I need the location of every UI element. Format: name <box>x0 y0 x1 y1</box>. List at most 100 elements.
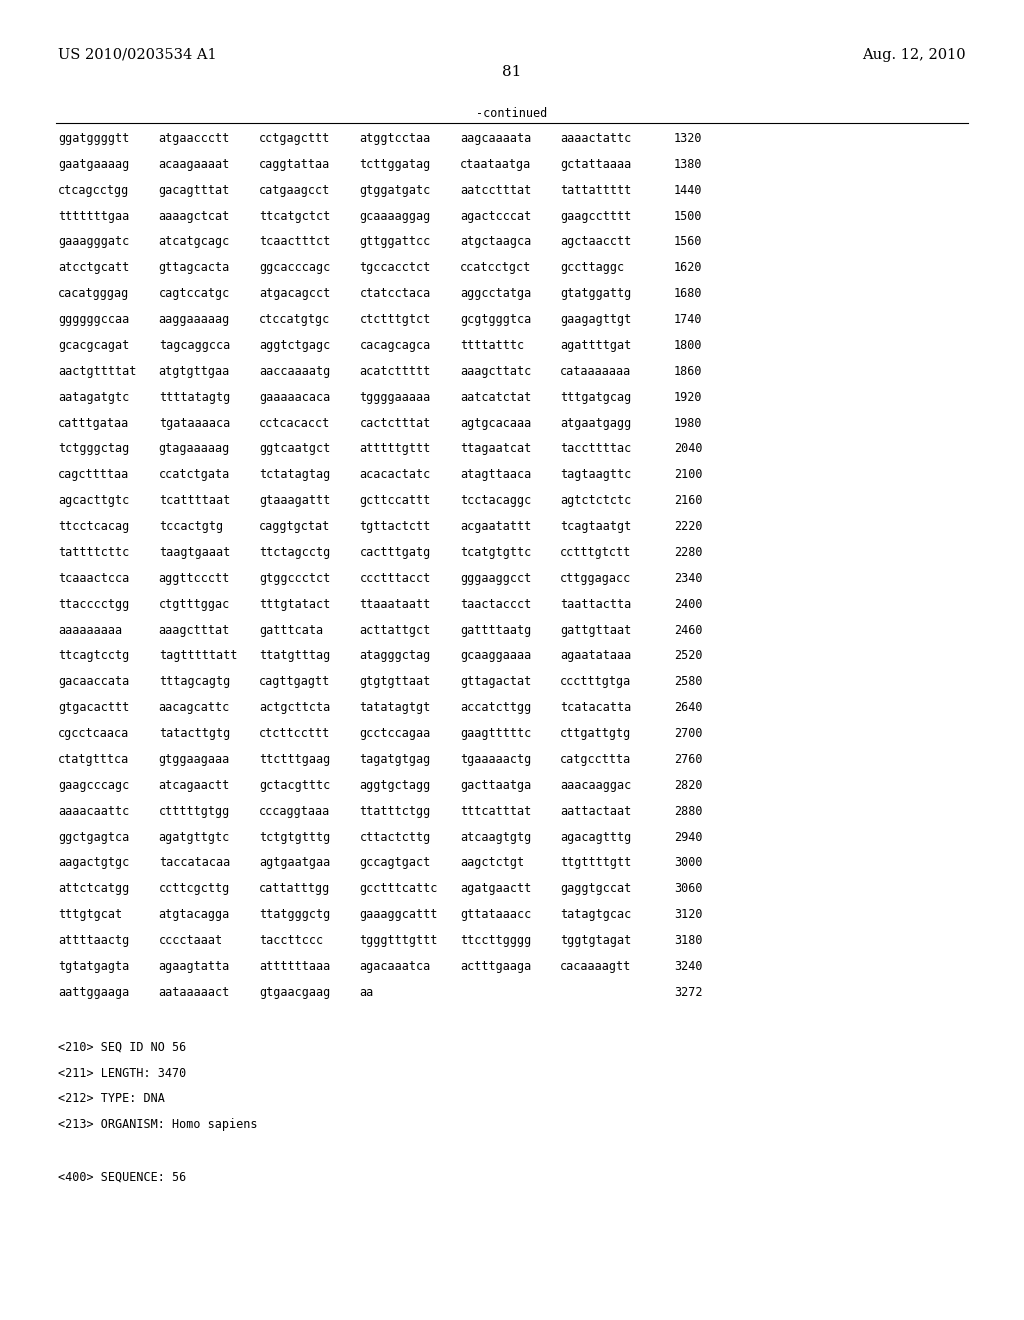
Text: 3120: 3120 <box>674 908 702 921</box>
Text: 2820: 2820 <box>674 779 702 792</box>
Text: gcaaggaaaa: gcaaggaaaa <box>460 649 531 663</box>
Text: 2940: 2940 <box>674 830 702 843</box>
Text: ttctagcctg: ttctagcctg <box>259 546 331 558</box>
Text: tcattttaat: tcattttaat <box>159 494 230 507</box>
Text: atgacagcct: atgacagcct <box>259 288 331 300</box>
Text: ttcatgctct: ttcatgctct <box>259 210 331 223</box>
Text: gtggatgatc: gtggatgatc <box>359 183 431 197</box>
Text: agtctctctc: agtctctctc <box>560 494 632 507</box>
Text: 1440: 1440 <box>674 183 702 197</box>
Text: cactctttat: cactctttat <box>359 417 431 429</box>
Text: cttactcttg: cttactcttg <box>359 830 431 843</box>
Text: tttgatgcag: tttgatgcag <box>560 391 632 404</box>
Text: gaggtgccat: gaggtgccat <box>560 882 632 895</box>
Text: gtgtgttaat: gtgtgttaat <box>359 676 431 688</box>
Text: ctatcctaca: ctatcctaca <box>359 288 431 300</box>
Text: gttagcacta: gttagcacta <box>159 261 230 275</box>
Text: ttgttttgtt: ttgttttgtt <box>560 857 632 870</box>
Text: cagcttttaa: cagcttttaa <box>58 469 130 482</box>
Text: tttgtatact: tttgtatact <box>259 598 331 611</box>
Text: ctcagcctgg: ctcagcctgg <box>58 183 130 197</box>
Text: ttttatttc: ttttatttc <box>460 339 524 352</box>
Text: gttagactat: gttagactat <box>460 676 531 688</box>
Text: ccatctgata: ccatctgata <box>159 469 230 482</box>
Text: aatcctttat: aatcctttat <box>460 183 531 197</box>
Text: tatacttgtg: tatacttgtg <box>159 727 230 741</box>
Text: aagcaaaata: aagcaaaata <box>460 132 531 145</box>
Text: actttgaaga: actttgaaga <box>460 960 531 973</box>
Text: agacagtttg: agacagtttg <box>560 830 632 843</box>
Text: gaaagggatc: gaaagggatc <box>58 235 130 248</box>
Text: <213> ORGANISM: Homo sapiens: <213> ORGANISM: Homo sapiens <box>58 1118 258 1131</box>
Text: tgggtttgttt: tgggtttgttt <box>359 935 438 946</box>
Text: cacagcagca: cacagcagca <box>359 339 431 352</box>
Text: 1680: 1680 <box>674 288 702 300</box>
Text: cacatgggag: cacatgggag <box>58 288 130 300</box>
Text: aaccaaaatg: aaccaaaatg <box>259 364 331 378</box>
Text: ggggggccaa: ggggggccaa <box>58 313 130 326</box>
Text: gtaaagattt: gtaaagattt <box>259 494 331 507</box>
Text: aggttccctt: aggttccctt <box>159 572 230 585</box>
Text: 3272: 3272 <box>674 986 702 999</box>
Text: agcacttgtc: agcacttgtc <box>58 494 130 507</box>
Text: 2340: 2340 <box>674 572 702 585</box>
Text: aatagatgtc: aatagatgtc <box>58 391 130 404</box>
Text: gatttcata: gatttcata <box>259 623 324 636</box>
Text: aggtgctagg: aggtgctagg <box>359 779 431 792</box>
Text: tttcatttat: tttcatttat <box>460 805 531 817</box>
Text: tagtaagttc: tagtaagttc <box>560 469 632 482</box>
Text: tctatagtag: tctatagtag <box>259 469 331 482</box>
Text: agattttgat: agattttgat <box>560 339 632 352</box>
Text: gggaaggcct: gggaaggcct <box>460 572 531 585</box>
Text: taccttccc: taccttccc <box>259 935 324 946</box>
Text: <210> SEQ ID NO 56: <210> SEQ ID NO 56 <box>58 1040 186 1053</box>
Text: ccctttacct: ccctttacct <box>359 572 431 585</box>
Text: ctaataatga: ctaataatga <box>460 158 531 170</box>
Text: taactaccct: taactaccct <box>460 598 531 611</box>
Text: agatgttgtc: agatgttgtc <box>159 830 230 843</box>
Text: gaagcctttt: gaagcctttt <box>560 210 632 223</box>
Text: 1320: 1320 <box>674 132 702 145</box>
Text: cctgagcttt: cctgagcttt <box>259 132 331 145</box>
Text: atttttgttt: atttttgttt <box>359 442 431 455</box>
Text: cactttgatg: cactttgatg <box>359 546 431 558</box>
Text: ctccatgtgc: ctccatgtgc <box>259 313 331 326</box>
Text: 1980: 1980 <box>674 417 702 429</box>
Text: tcatacatta: tcatacatta <box>560 701 632 714</box>
Text: tattattttt: tattattttt <box>560 183 632 197</box>
Text: <400> SEQUENCE: 56: <400> SEQUENCE: 56 <box>58 1170 186 1183</box>
Text: tagtttttatt: tagtttttatt <box>159 649 238 663</box>
Text: cattatttgg: cattatttgg <box>259 882 331 895</box>
Text: 1380: 1380 <box>674 158 702 170</box>
Text: gtagaaaaag: gtagaaaaag <box>159 442 230 455</box>
Text: catgccttta: catgccttta <box>560 752 632 766</box>
Text: gtggccctct: gtggccctct <box>259 572 331 585</box>
Text: gcctttcattc: gcctttcattc <box>359 882 438 895</box>
Text: cgcctcaaca: cgcctcaaca <box>58 727 130 741</box>
Text: atgtacagga: atgtacagga <box>159 908 230 921</box>
Text: gtggaagaaa: gtggaagaaa <box>159 752 230 766</box>
Text: atagggctag: atagggctag <box>359 649 431 663</box>
Text: ccttcgcttg: ccttcgcttg <box>159 882 230 895</box>
Text: ccctttgtga: ccctttgtga <box>560 676 632 688</box>
Text: tatagtgcac: tatagtgcac <box>560 908 632 921</box>
Text: 1620: 1620 <box>674 261 702 275</box>
Text: atcatgcagc: atcatgcagc <box>159 235 230 248</box>
Text: gacaaccata: gacaaccata <box>58 676 130 688</box>
Text: tgaaaaactg: tgaaaaactg <box>460 752 531 766</box>
Text: atgaatgagg: atgaatgagg <box>560 417 632 429</box>
Text: aagactgtgc: aagactgtgc <box>58 857 130 870</box>
Text: 2880: 2880 <box>674 805 702 817</box>
Text: aagctctgt: aagctctgt <box>460 857 524 870</box>
Text: tggggaaaaa: tggggaaaaa <box>359 391 431 404</box>
Text: taccatacaa: taccatacaa <box>159 857 230 870</box>
Text: aggtctgagc: aggtctgagc <box>259 339 331 352</box>
Text: caggtattaa: caggtattaa <box>259 158 331 170</box>
Text: actgcttcta: actgcttcta <box>259 701 331 714</box>
Text: ggtcaatgct: ggtcaatgct <box>259 442 331 455</box>
Text: agctaacctt: agctaacctt <box>560 235 632 248</box>
Text: gtatggattg: gtatggattg <box>560 288 632 300</box>
Text: aactgttttat: aactgttttat <box>58 364 137 378</box>
Text: ggcacccagc: ggcacccagc <box>259 261 331 275</box>
Text: agactcccat: agactcccat <box>460 210 531 223</box>
